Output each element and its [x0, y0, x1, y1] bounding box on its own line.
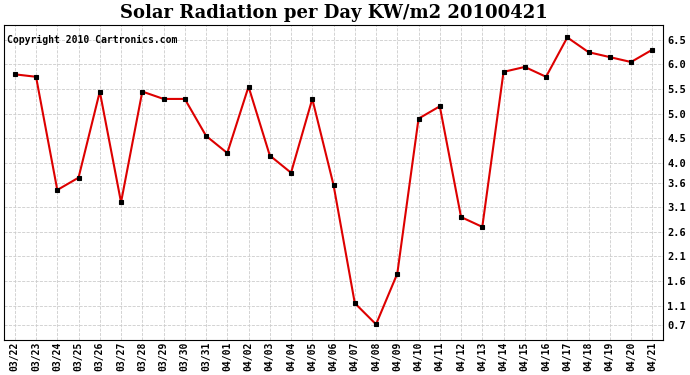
Title: Solar Radiation per Day KW/m2 20100421: Solar Radiation per Day KW/m2 20100421	[119, 4, 547, 22]
Text: Copyright 2010 Cartronics.com: Copyright 2010 Cartronics.com	[8, 34, 178, 45]
